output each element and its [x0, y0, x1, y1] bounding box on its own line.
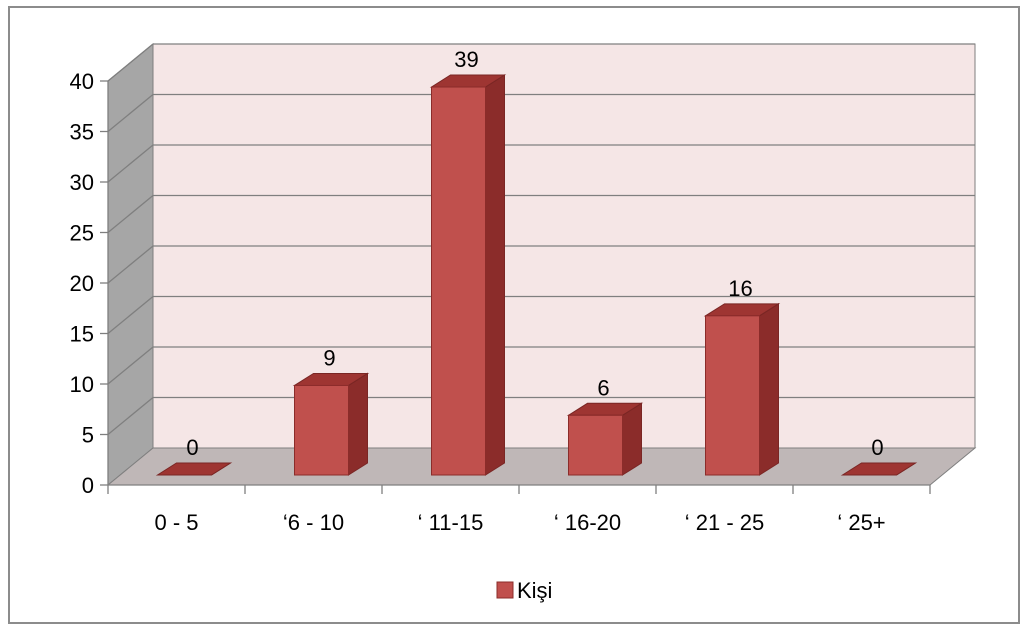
bar-front [432, 87, 486, 475]
x-tick-label: ‘ 11-15 [418, 510, 484, 535]
x-tick-label: 0 - 5 [154, 510, 198, 535]
data-label: 6 [597, 375, 609, 400]
legend-swatch [497, 582, 513, 598]
bar [569, 403, 642, 475]
bar-side [486, 75, 505, 475]
legend-label: Kişi [517, 578, 552, 603]
y-tick-label: 25 [70, 221, 94, 246]
data-label: 39 [454, 47, 478, 72]
bar [295, 373, 368, 475]
y-tick-label: 40 [70, 69, 94, 94]
x-tick-label: ‘ 25+ [837, 510, 885, 535]
y-tick-label: 35 [70, 120, 94, 145]
bar-front [295, 385, 349, 475]
y-tick-label: 15 [70, 322, 94, 347]
data-label: 0 [871, 435, 883, 460]
bar [706, 304, 779, 475]
y-tick-label: 0 [82, 473, 94, 498]
y-tick-label: 5 [82, 423, 94, 448]
x-tick-label: ‘6 - 10 [283, 510, 344, 535]
data-label: 16 [728, 276, 752, 301]
y-tick-label: 30 [70, 170, 94, 195]
y-tick-label: 20 [70, 271, 94, 296]
bar-front [569, 415, 623, 475]
y-tick-label: 10 [70, 372, 94, 397]
bar-side [760, 304, 779, 475]
data-label: 9 [323, 345, 335, 370]
x-tick-label: ‘ 16-20 [554, 510, 621, 535]
data-label: 0 [186, 435, 198, 460]
x-tick-label: ‘ 21 - 25 [685, 510, 765, 535]
bar [432, 75, 505, 475]
bar-side [349, 373, 368, 475]
floor [108, 448, 975, 485]
bar-front [706, 316, 760, 475]
